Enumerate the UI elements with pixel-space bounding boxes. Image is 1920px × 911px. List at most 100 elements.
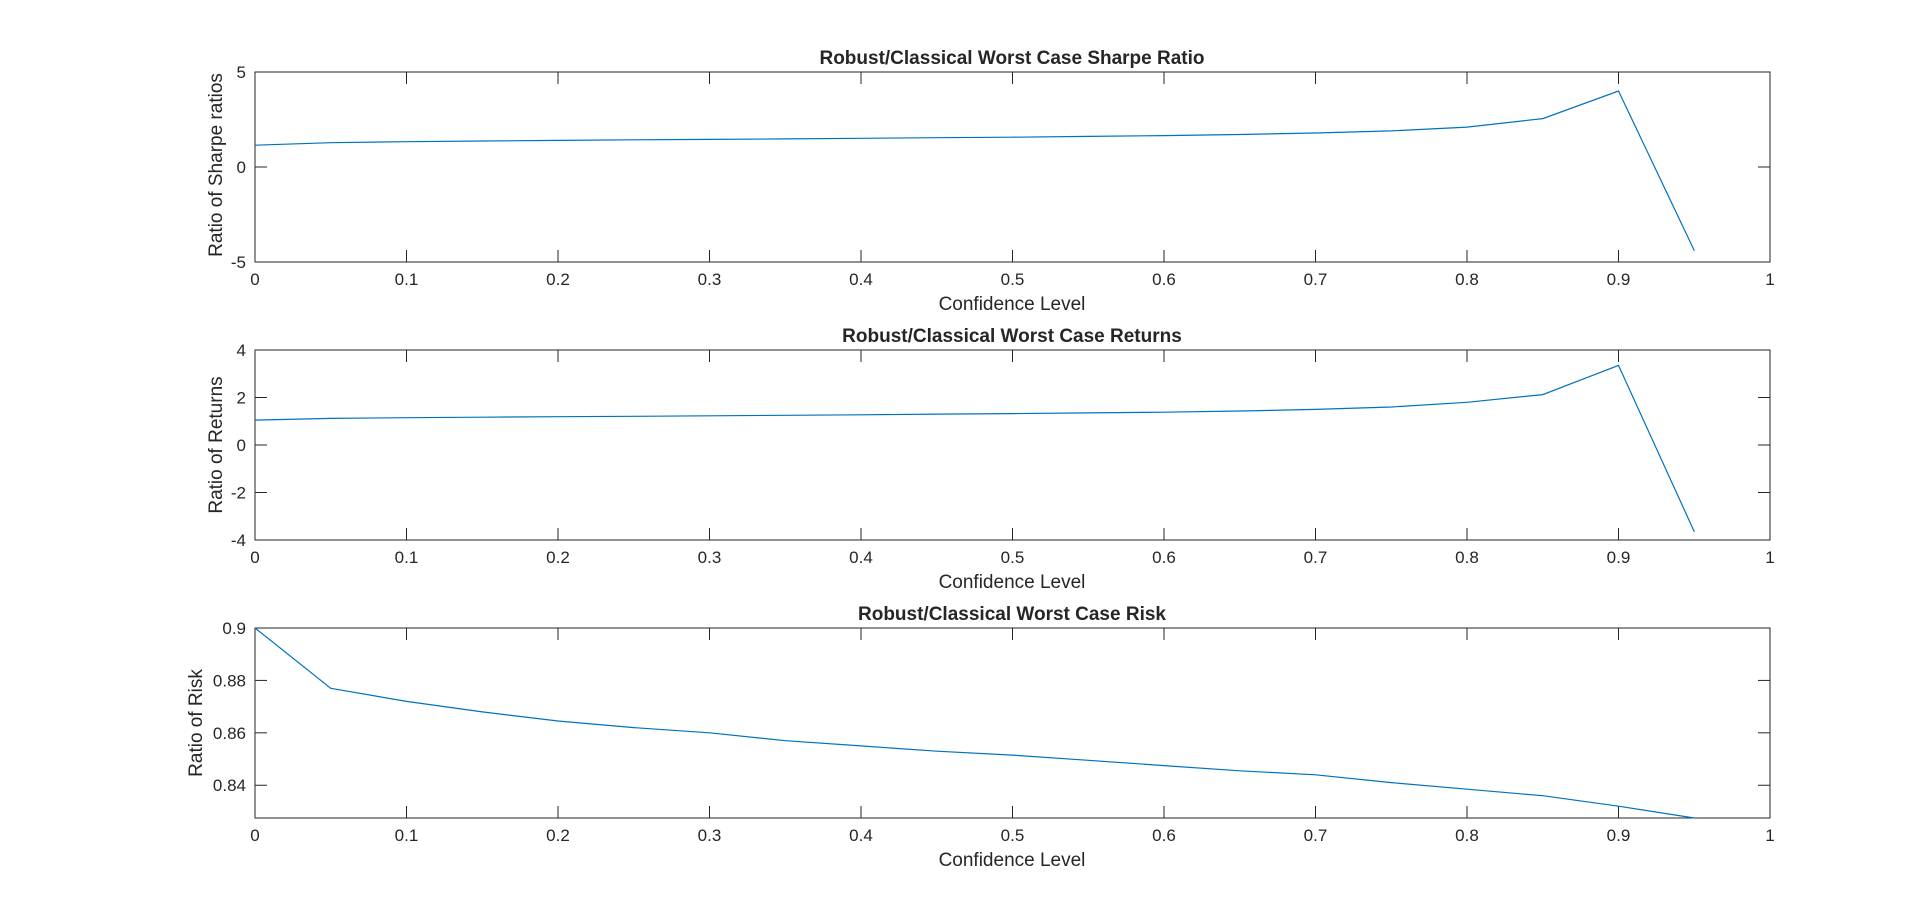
subplot-risk-ytick-label: 0.88	[213, 671, 246, 690]
subplot-risk-ytick-label: 0.84	[213, 776, 246, 795]
subplot-returns-title: Robust/Classical Worst Case Returns	[842, 326, 1182, 347]
subplot-sharpe-data-point	[1389, 129, 1393, 133]
subplot-risk: Robust/Classical Worst Case Risk Confide…	[186, 604, 1775, 871]
subplot-sharpe-ylabel: Ratio of Sharpe ratios	[206, 73, 227, 257]
subplot-risk-data-point	[1314, 773, 1318, 777]
subplot-returns-ticks: 0 0.1 0.2 0.3 0.4 0.5 0.6 0.7 0.8 0.9 1 -4 -2 0 2 4	[231, 341, 1775, 567]
subplot-sharpe-data-point	[859, 136, 863, 140]
subplot-sharpe-data-point	[1086, 134, 1090, 138]
subplot-returns-data-point	[556, 415, 560, 419]
subplot-risk-data-point	[1389, 781, 1393, 785]
subplot-sharpe-data-point	[480, 139, 484, 143]
subplot-sharpe-xtick-label: 0.9	[1607, 270, 1631, 289]
subplot-risk-data-point	[632, 726, 636, 730]
subplot-sharpe-data-point	[1692, 249, 1696, 253]
subplot-risk-xtick-label: 0.9	[1607, 826, 1631, 845]
subplot-risk-xtick-label: 0.8	[1455, 826, 1479, 845]
subplot-returns-xtick-label: 1	[1765, 548, 1774, 567]
subplot-sharpe-data-point	[253, 143, 257, 147]
subplot-risk-xtick-label: 0.7	[1304, 826, 1328, 845]
subplot-sharpe-data-point	[1314, 131, 1318, 135]
subplot-risk-ylabel: Ratio of Risk	[186, 669, 207, 777]
subplot-returns-ytick-label: -4	[231, 531, 246, 550]
subplot-sharpe-data-point	[1541, 117, 1545, 121]
subplot-risk-ytick-label: 0.9	[222, 619, 246, 638]
subplot-risk-axes-box	[254, 627, 1771, 819]
subplot-returns-data-point	[783, 413, 787, 417]
subplot-returns-data-point	[405, 416, 409, 420]
subplot-risk-data-point	[1162, 764, 1166, 768]
subplot-risk-xlabel: Confidence Level	[939, 850, 1086, 871]
subplot-risk-xtick-label: 0	[250, 826, 259, 845]
subplot-returns-axes-box	[254, 349, 1771, 541]
subplot-sharpe-ytick-label: -5	[231, 253, 246, 272]
subplot-returns-data-point	[1086, 411, 1090, 415]
subplot-returns-ytick-label: -2	[231, 484, 246, 503]
subplot-risk-data-point	[935, 749, 939, 753]
subplot-returns-xtick-label: 0.3	[698, 548, 722, 567]
subplot-returns-series-line	[254, 364, 1695, 532]
subplot-sharpe-xtick-label: 1	[1765, 270, 1774, 289]
subplot-risk-data-point	[480, 710, 484, 714]
subplot-risk-data-point	[859, 744, 863, 748]
subplot-risk-data-point	[1086, 758, 1090, 762]
subplot-sharpe-xtick-label: 0	[250, 270, 259, 289]
subplot-risk-xtick-label: 0.5	[1001, 826, 1025, 845]
subplot-risk-xtick-label: 0.2	[546, 826, 570, 845]
subplot-returns-data-point	[329, 416, 333, 420]
subplot-sharpe-ticks: 0 0.1 0.2 0.3 0.4 0.5 0.6 0.7 0.8 0.9 1-505	[231, 63, 1775, 289]
subplot-sharpe-ytick-label: 0	[237, 158, 246, 177]
subplot-risk-ytick-label: 0.86	[213, 724, 246, 743]
subplot-returns-data-point	[480, 415, 484, 419]
subplot-risk-data-point	[1011, 753, 1015, 757]
subplot-returns-data-point	[1238, 409, 1242, 413]
subplot-returns-xtick-label: 0.7	[1304, 548, 1328, 567]
subplot-risk-data-point	[329, 686, 333, 690]
subplot-risk-series-line	[254, 627, 1695, 819]
subplot-returns-xtick-label: 0.1	[395, 548, 419, 567]
subplot-sharpe: Robust/Classical Worst Case Sharpe Ratio…	[206, 48, 1775, 315]
subplot-risk-title: Robust/Classical Worst Case Risk	[858, 604, 1166, 625]
subplot-returns-data-point	[1011, 412, 1015, 416]
subplot-sharpe-data-point	[1617, 89, 1621, 93]
subplot-returns-data-point	[1389, 405, 1393, 409]
subplot-sharpe-xtick-label: 0.1	[395, 270, 419, 289]
subplot-sharpe-data-point	[556, 138, 560, 142]
subplot-returns-ytick-label: 2	[237, 389, 246, 408]
subplot-returns-data-point	[859, 413, 863, 417]
subplot-returns-data-point	[1692, 530, 1696, 534]
subplot-sharpe-ytick-label: 5	[237, 63, 246, 82]
subplot-returns-xtick-label: 0.2	[546, 548, 570, 567]
subplot-returns: Robust/Classical Worst Case Returns Conf…	[206, 326, 1775, 593]
subplot-returns-data-point	[1617, 363, 1621, 367]
subplot-risk-xtick-label: 0.3	[698, 826, 722, 845]
subplot-returns-xtick-label: 0.5	[1001, 548, 1025, 567]
subplot-returns-data-point	[1162, 410, 1166, 414]
subplot-sharpe-series-line	[254, 90, 1695, 251]
subplot-returns-ylabel: Ratio of Returns	[206, 376, 227, 513]
subplot-sharpe-data-point	[1011, 135, 1015, 139]
subplot-sharpe-data-point	[405, 140, 409, 144]
subplot-sharpe-xtick-label: 0.6	[1152, 270, 1176, 289]
subplot-sharpe-data-point	[783, 137, 787, 141]
subplot-returns-xtick-label: 0.6	[1152, 548, 1176, 567]
subplot-sharpe-axes-box	[254, 71, 1771, 263]
subplot-risk-data-point	[1465, 787, 1469, 791]
subplot-returns-data-point	[1314, 407, 1318, 411]
subplot-sharpe-data-point	[935, 136, 939, 140]
subplot-returns-data-point	[253, 418, 257, 422]
subplot-returns-xtick-label: 0.4	[849, 548, 873, 567]
subplot-sharpe-data-point	[329, 141, 333, 145]
subplot-returns-ytick-label: 0	[237, 436, 246, 455]
subplot-risk-data-point	[1617, 804, 1621, 808]
subplot-sharpe-xlabel: Confidence Level	[939, 294, 1086, 315]
subplot-returns-xlabel: Confidence Level	[939, 572, 1086, 593]
subplot-returns-xtick-label: 0.8	[1455, 548, 1479, 567]
subplot-sharpe-data-point	[1162, 134, 1166, 138]
subplot-returns-data-point	[1465, 400, 1469, 404]
subplot-returns-ytick-label: 4	[237, 341, 246, 360]
subplot-risk-xtick-label: 0.4	[849, 826, 873, 845]
subplot-sharpe-data-point	[632, 138, 636, 142]
subplot-risk-data-point	[1541, 794, 1545, 798]
subplot-risk-data-point	[1238, 769, 1242, 773]
